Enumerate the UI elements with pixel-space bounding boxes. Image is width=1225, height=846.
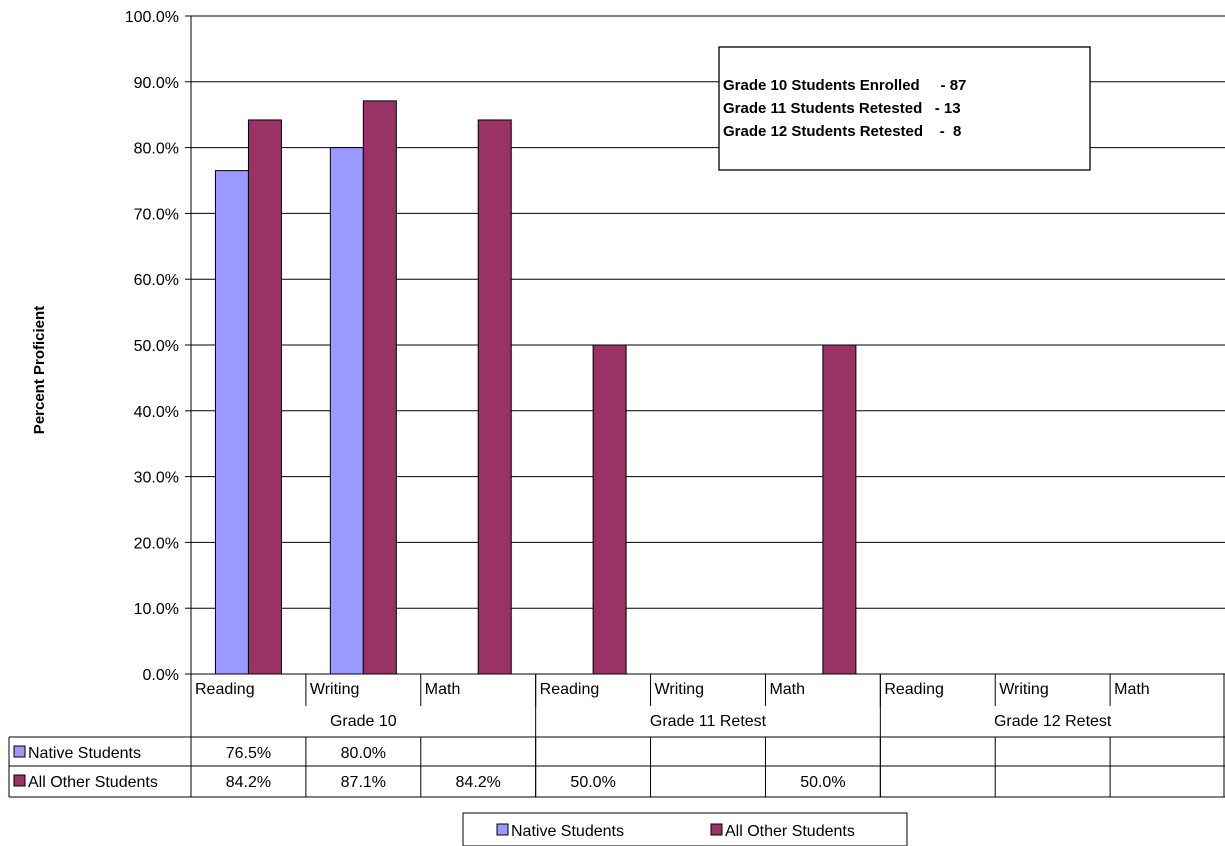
legend-label-other: All Other Students xyxy=(725,823,855,840)
y-tick-label: 10.0% xyxy=(134,601,179,618)
group-label: Grade 10 xyxy=(330,713,397,730)
y-tick-label: 40.0% xyxy=(134,404,179,421)
y-tick-label: 90.0% xyxy=(134,75,179,92)
y-tick-label: 0.0% xyxy=(143,667,179,684)
y-tick-label: 100.0% xyxy=(125,9,179,26)
y-axis-label: Percent Proficient xyxy=(31,306,48,434)
category-label: Math xyxy=(425,681,461,698)
y-tick-label: 50.0% xyxy=(134,338,179,355)
bar-native-1 xyxy=(329,147,364,675)
table-row-label: Native Students xyxy=(28,745,141,762)
category-label: Math xyxy=(1114,681,1150,698)
y-tick-label: 30.0% xyxy=(134,470,179,487)
y-tick-label: 20.0% xyxy=(134,535,179,552)
category-label: Writing xyxy=(310,681,360,698)
bar-all-other-3 xyxy=(592,344,627,675)
legend: Native Students All Other Students xyxy=(462,812,908,846)
annotation-line: Grade 11 Students Retested - 13 xyxy=(723,100,961,117)
data-label: 80.0% xyxy=(341,745,386,762)
legend-swatch-other xyxy=(710,823,723,836)
bar-all-other-0 xyxy=(247,119,282,675)
group-label: Grade 11 Retest xyxy=(650,713,767,730)
bar-all-other-2 xyxy=(477,119,512,675)
annotation-line: Grade 12 Students Retested - 8 xyxy=(723,123,961,140)
group-label: Grade 12 Retest xyxy=(994,713,1112,730)
category-label: Writing xyxy=(999,681,1048,698)
table-row-label: All Other Students xyxy=(28,774,158,791)
data-label: 50.0% xyxy=(800,774,845,791)
legend-swatch-native xyxy=(496,823,509,836)
bar-all-other-5 xyxy=(822,344,857,675)
data-label: 84.2% xyxy=(456,774,501,791)
annotation-line: Grade 10 Students Enrolled - 87 xyxy=(723,77,966,94)
annotation-box: Grade 10 Students Enrolled - 87 Grade 11… xyxy=(718,46,1091,171)
bar-all-other-1 xyxy=(362,100,397,675)
category-label: Reading xyxy=(884,681,944,698)
category-label: Writing xyxy=(655,681,705,698)
category-label: Reading xyxy=(195,681,255,698)
y-tick-label: 70.0% xyxy=(134,206,179,223)
data-label: 84.2% xyxy=(226,774,271,791)
y-tick-label: 80.0% xyxy=(134,141,179,158)
legend-label-native: Native Students xyxy=(511,823,624,840)
data-label: 76.5% xyxy=(226,745,271,762)
data-label: 50.0% xyxy=(570,774,615,791)
table-legend-key xyxy=(13,745,26,758)
y-tick-label: 60.0% xyxy=(134,272,179,289)
table-legend-key xyxy=(13,774,26,787)
data-label: 87.1% xyxy=(341,774,386,791)
category-label: Math xyxy=(769,681,805,698)
category-label: Reading xyxy=(540,681,600,698)
bar-native-0 xyxy=(214,170,249,675)
